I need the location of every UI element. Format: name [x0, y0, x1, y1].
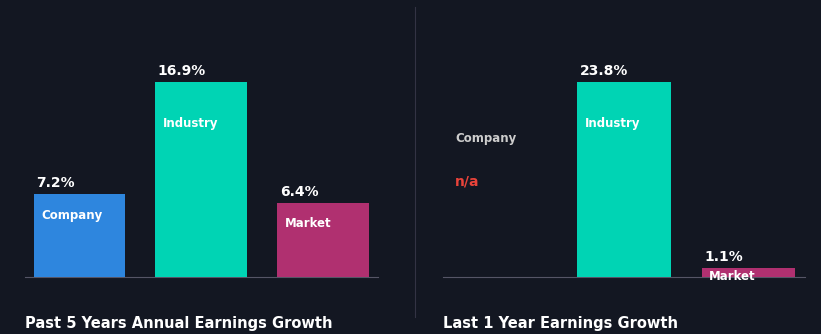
Text: n/a: n/a [455, 174, 479, 188]
Text: 1.1%: 1.1% [704, 250, 743, 265]
Text: Industry: Industry [163, 117, 218, 130]
Text: 7.2%: 7.2% [36, 176, 75, 190]
Text: Company: Company [41, 209, 103, 222]
Bar [702, 268, 796, 277]
Bar [34, 194, 125, 277]
Text: Market: Market [709, 270, 756, 283]
Bar [577, 82, 671, 277]
Text: Market: Market [285, 216, 331, 229]
Text: 23.8%: 23.8% [580, 64, 628, 78]
Text: 6.4%: 6.4% [280, 185, 319, 199]
Bar [277, 203, 369, 277]
Bar [155, 82, 247, 277]
Text: Last 1 Year Earnings Growth: Last 1 Year Earnings Growth [443, 316, 678, 331]
Text: 16.9%: 16.9% [158, 64, 206, 78]
Text: Past 5 Years Annual Earnings Growth: Past 5 Years Annual Earnings Growth [25, 316, 333, 331]
Text: Industry: Industry [585, 117, 640, 130]
Text: Company: Company [455, 132, 516, 145]
